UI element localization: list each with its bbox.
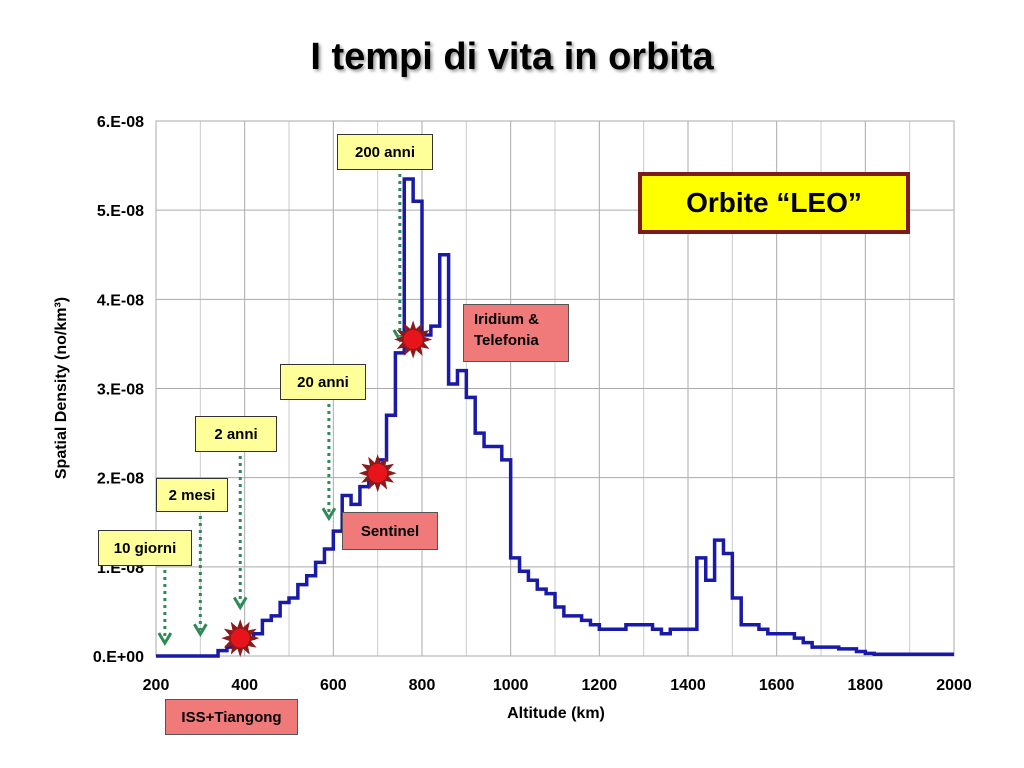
satellite-label-box: Iridium & Telefonia: [463, 304, 569, 362]
satellite-label-box: ISS+Tiangong: [165, 699, 298, 735]
chart-series: [156, 177, 954, 658]
lifetime-label-box: 20 anni: [280, 364, 366, 400]
satellite-label: Sentinel: [360, 522, 420, 540]
x-tick-label: 1400: [670, 677, 706, 694]
y-tick-label: 4.E-08: [97, 292, 144, 309]
chart-ticks: 200 400 600 800 1000 1200 1400 1600 1800 2000 0.E+…: [93, 114, 972, 694]
slide-title: I tempi di vita in orbita: [310, 36, 714, 78]
lifetime-arrow-head: [193, 623, 208, 638]
marker-core: [229, 627, 251, 649]
lifetime-label: 2 mesi: [168, 486, 216, 504]
y-tick-label: 3.E-08: [97, 382, 144, 399]
lifetime-label: 10 giorni: [113, 539, 177, 557]
x-tick-label: 800: [409, 677, 436, 694]
lifetime-label-box: 2 anni: [195, 416, 277, 452]
y-tick-label: 0.E+00: [93, 649, 144, 666]
lifetime-label-box: 200 anni: [337, 134, 433, 170]
marker-core: [367, 462, 389, 484]
x-tick-label: 1800: [848, 677, 884, 694]
lifetime-label: 200 anni: [354, 143, 416, 161]
x-axis-label: Altitude (km): [507, 705, 605, 722]
y-axis-label: Spatial Density (no/km³): [53, 297, 70, 479]
lifetime-arrow-head: [157, 632, 173, 646]
x-tick-label: 1200: [582, 677, 618, 694]
lifetime-label-box: 2 mesi: [156, 478, 228, 512]
x-tick-label: 1600: [759, 677, 795, 694]
satellite-label: ISS+Tiangong: [181, 708, 282, 726]
lifetime-label-box: 10 giorni: [98, 530, 192, 566]
leo-label: Orbite “LEO”: [686, 187, 862, 218]
satellite-label-box: Sentinel: [342, 512, 438, 550]
y-tick-label: 6.E-08: [97, 114, 144, 131]
satellite-markers: [221, 320, 433, 658]
x-tick-label: 600: [320, 677, 347, 694]
x-tick-label: 200: [143, 677, 170, 694]
lifetime-arrow-head: [321, 507, 337, 522]
satellite-marker: [394, 320, 433, 359]
lifetime-arrows: [157, 174, 408, 646]
satellite-marker: [221, 619, 260, 658]
marker-core: [402, 328, 424, 350]
leo-label-box: Orbite “LEO”: [638, 172, 910, 234]
lifetime-label: 2 anni: [214, 425, 258, 443]
y-tick-label: 5.E-08: [97, 203, 144, 220]
satellite-label: Iridium & Telefonia: [474, 311, 540, 349]
x-tick-label: 2000: [936, 677, 972, 694]
satellite-marker: [358, 454, 397, 493]
density-series-line: [156, 177, 954, 658]
x-tick-label: 400: [231, 677, 258, 694]
lifetime-arrow-head: [232, 596, 248, 611]
lifetime-label: 20 anni: [297, 373, 349, 391]
x-tick-label: 1000: [493, 677, 529, 694]
y-tick-label: 2.E-08: [97, 471, 144, 488]
